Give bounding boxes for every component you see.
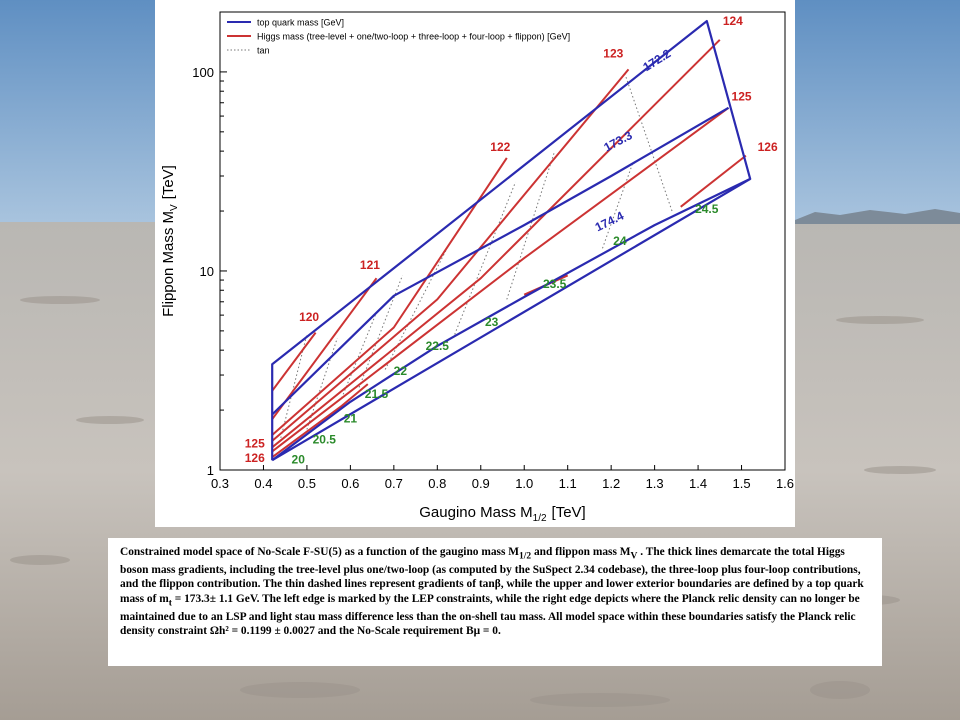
x-tick-label: 0.9 (472, 476, 490, 491)
higgs-curve (271, 106, 730, 453)
curve-label: 125 (732, 89, 752, 103)
y-tick-label: 10 (200, 264, 214, 279)
curve-label: 22 (394, 364, 408, 378)
x-axis-label: Gaugino Mass M1/2 [TeV] (419, 504, 585, 524)
curve-label: 123 (603, 47, 623, 61)
curve-label: 125 (245, 436, 265, 450)
curve-label: 21.5 (365, 387, 389, 401)
legend-entry: Higgs mass (tree-level + one/two-loop + … (257, 32, 570, 42)
higgs-curve (271, 277, 378, 420)
x-tick-label: 1.4 (689, 476, 707, 491)
curve-label: 173.3 (601, 128, 634, 155)
curve-label: 126 (245, 451, 265, 465)
top-curve (271, 177, 751, 462)
curve-label: 121 (360, 258, 380, 272)
x-tick-label: 1.3 (646, 476, 664, 491)
x-tick-label: 0.4 (254, 476, 272, 491)
mass-plot: 120121122123124125126125126172.2173.3174… (160, 11, 794, 524)
legend-entry: tan (257, 46, 270, 56)
higgs-curve (271, 383, 369, 459)
x-tick-label: 1.5 (732, 476, 750, 491)
x-tick-label: 1.6 (776, 476, 794, 491)
x-tick-label: 0.8 (428, 476, 446, 491)
tan-curve (454, 181, 516, 335)
curve-label: 23 (485, 315, 499, 329)
curve-label: 21 (344, 412, 358, 426)
higgs-curve (271, 157, 508, 436)
curve-label: 120 (299, 310, 319, 324)
curve-label: 20.5 (313, 432, 337, 446)
figure-caption: Constrained model space of No-Scale F-SU… (108, 538, 882, 666)
curve-label: 126 (758, 140, 778, 154)
higgs-curve (271, 68, 630, 442)
plot-panel: 120 121 122 123 124 125 126 125 126 172.2 173.3 174… (155, 0, 795, 527)
curve-label: 174.4 (593, 208, 626, 234)
x-tick-label: 1.1 (559, 476, 577, 491)
x-tick-label: 0.7 (385, 476, 403, 491)
curve-label: 22.5 (426, 339, 450, 353)
tan-curve (602, 162, 634, 249)
y-axis-label: Flippon Mass MV[TeV] (160, 165, 180, 317)
curve-label: 23.5 (543, 277, 567, 291)
plot-frame (219, 11, 786, 471)
higgs-curve (271, 39, 721, 449)
higgs-curve (271, 332, 317, 392)
x-tick-label: 1.2 (602, 476, 620, 491)
y-tick-label: 100 (192, 65, 214, 80)
curve-label: 24 (613, 234, 627, 248)
legend-entry: top quark mass [GeV] (257, 18, 344, 28)
curve-label: 20 (292, 452, 306, 466)
tan-curve (341, 312, 377, 399)
boundary-curve (271, 20, 752, 462)
curve-label: 122 (490, 140, 510, 154)
higgs-curve (680, 154, 747, 208)
curve-label: 124 (723, 14, 743, 28)
x-tick-label: 0.3 (211, 476, 229, 491)
tan-curve (623, 71, 673, 212)
x-tick-label: 0.6 (341, 476, 359, 491)
x-tick-label: 0.5 (298, 476, 316, 491)
top-curve (271, 106, 730, 416)
x-tick-label: 1.0 (515, 476, 533, 491)
curve-label: 24.5 (695, 202, 719, 216)
y-tick-label: 1 (207, 463, 214, 478)
